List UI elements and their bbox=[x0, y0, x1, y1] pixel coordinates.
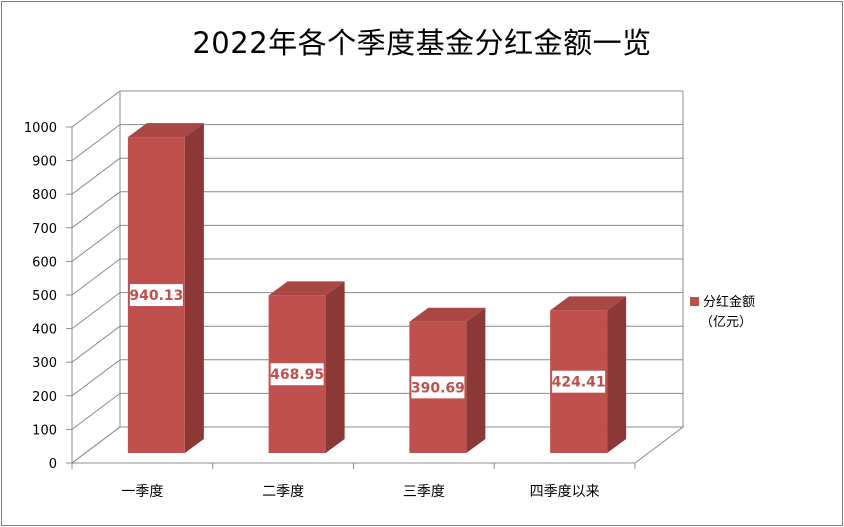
gridline-side bbox=[71, 258, 121, 296]
data-label-box bbox=[129, 284, 183, 307]
y-tick-label: 100 bbox=[32, 423, 57, 438]
data-label-box bbox=[552, 370, 606, 393]
data-label-box bbox=[270, 363, 324, 386]
y-tick-label: 900 bbox=[32, 155, 57, 170]
gridline-side bbox=[71, 90, 121, 128]
data-label: 390.69 bbox=[411, 380, 465, 396]
legend-swatch bbox=[690, 297, 699, 306]
gridline-side bbox=[71, 191, 121, 229]
y-tick-label: 700 bbox=[32, 222, 57, 237]
bar-top bbox=[268, 281, 345, 296]
legend-label-line1: 分红金额 bbox=[703, 295, 756, 310]
y-tick-label: 200 bbox=[32, 390, 57, 405]
y-tick-label: 300 bbox=[32, 356, 57, 371]
gridline-side bbox=[71, 325, 121, 363]
x-tick-label: 三季度 bbox=[403, 484, 445, 500]
gridline-side bbox=[71, 292, 121, 330]
gridline-side bbox=[71, 359, 121, 397]
gridline-side bbox=[71, 392, 121, 430]
bar-side bbox=[325, 281, 345, 453]
bar-side bbox=[607, 296, 627, 453]
legend: 分红金额 （亿元） bbox=[690, 293, 755, 333]
data-label: 468.95 bbox=[270, 367, 324, 383]
data-label-box bbox=[411, 376, 465, 399]
data-label: 424.41 bbox=[552, 375, 606, 391]
bar-top bbox=[409, 307, 486, 322]
y-tick-label: 600 bbox=[32, 255, 57, 270]
bar-side bbox=[184, 123, 204, 453]
gridline-side bbox=[71, 224, 121, 262]
bar-top bbox=[550, 296, 627, 311]
x-tick-label: 一季度 bbox=[121, 484, 163, 500]
gridline-side bbox=[71, 157, 121, 195]
chart-title: 2022年各个季度基金分红金额一览 bbox=[192, 26, 652, 60]
y-tick-label: 0 bbox=[49, 457, 57, 472]
legend-label-line2: （亿元） bbox=[700, 315, 753, 330]
x-tick-label: 二季度 bbox=[262, 484, 304, 500]
y-tick-label: 800 bbox=[32, 188, 57, 203]
bar-top bbox=[127, 123, 204, 138]
bar-side bbox=[466, 307, 486, 453]
data-label: 940.13 bbox=[129, 288, 183, 304]
y-tick-label: 1000 bbox=[24, 121, 57, 136]
y-tick-label: 400 bbox=[32, 323, 57, 338]
gridline-side bbox=[71, 124, 121, 162]
x-tick-label: 四季度以来 bbox=[530, 484, 600, 500]
y-tick-label: 500 bbox=[32, 289, 57, 304]
